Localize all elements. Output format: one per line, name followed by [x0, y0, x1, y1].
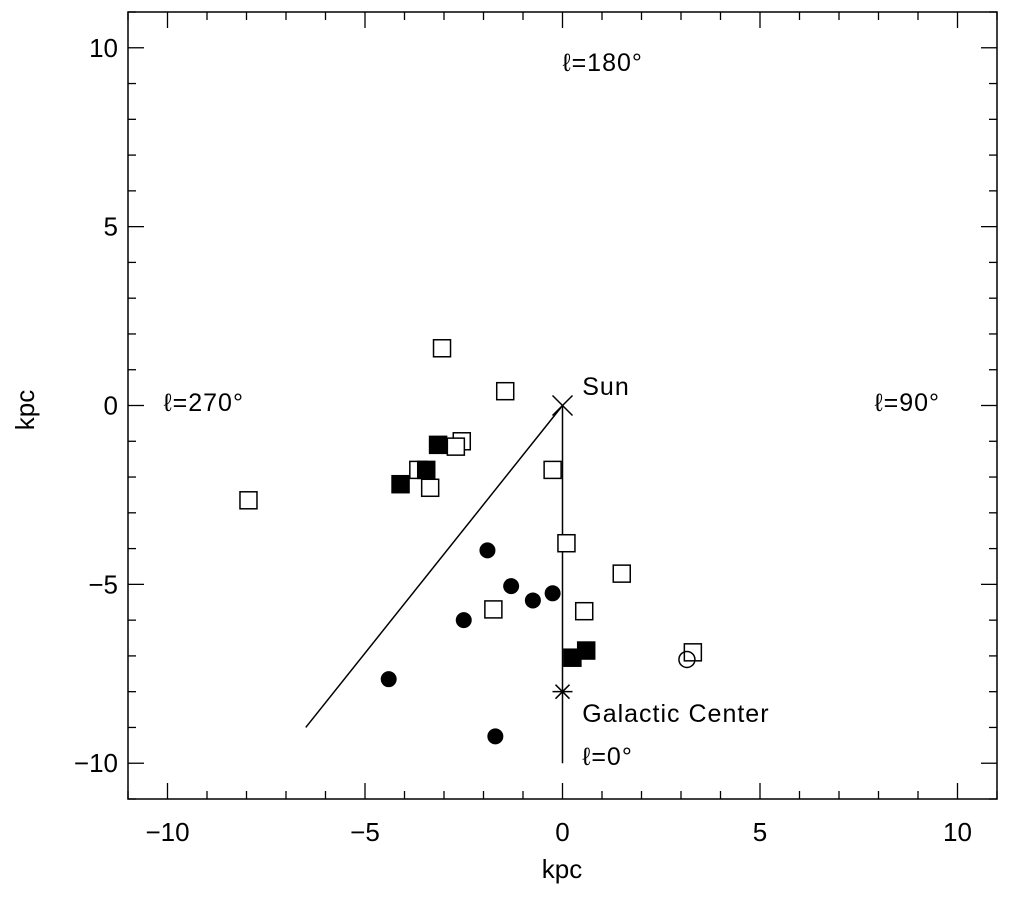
open-square-point — [484, 600, 503, 619]
filled-circle-point — [503, 578, 520, 595]
y-tick-label: −10 — [74, 748, 118, 778]
open-square-point — [495, 381, 515, 401]
open-square-point — [432, 339, 452, 358]
open-square-point — [446, 437, 466, 456]
filled-circle-point — [455, 612, 472, 629]
filled-circle-point — [479, 542, 496, 559]
y-tick-label: 0 — [104, 391, 118, 421]
tick-labels: −10 −5 0 5 10 −10 −5 0 5 10 — [74, 33, 972, 847]
reference-lines — [305, 405, 564, 764]
gc-marker-stroke — [554, 684, 571, 700]
open-square-point — [683, 643, 703, 662]
filled-circle-point — [544, 585, 561, 602]
open-square-point — [543, 460, 562, 480]
x-tick-label: 10 — [943, 817, 972, 847]
sun-marker — [551, 394, 574, 417]
annotation-label: Sun — [582, 373, 629, 401]
galactic-center-marker — [552, 684, 573, 700]
axis-ticks — [127, 11, 998, 800]
open-square-point — [557, 533, 576, 553]
y-axis-label: kpc — [10, 390, 40, 430]
annotation-label: Galactic Center — [582, 700, 769, 728]
open-square-point — [420, 478, 440, 498]
x-tick-label: −10 — [145, 817, 189, 847]
open-square-point — [574, 601, 594, 621]
annotation-label: ℓ=90° — [875, 389, 941, 417]
sun-marker-stroke — [551, 394, 574, 417]
x-axis-label: kpc — [542, 854, 582, 884]
filled-square-point — [428, 435, 448, 455]
open-circle-point — [678, 650, 696, 669]
annotation-label: ℓ=0° — [582, 743, 633, 771]
open-square-point — [239, 491, 258, 510]
x-tick-label: 0 — [555, 817, 569, 847]
x-tick-label: −5 — [350, 817, 380, 847]
filled-circle-point — [487, 728, 504, 745]
reference-line — [305, 405, 564, 728]
x-tick-label: 5 — [753, 817, 767, 847]
y-tick-label: −5 — [88, 569, 118, 599]
annotation-label: ℓ=180° — [563, 49, 643, 77]
filled-square-point — [576, 641, 596, 660]
annotation-label: ℓ=270° — [164, 389, 244, 417]
filled-circle-point — [524, 592, 541, 609]
data-points — [239, 339, 703, 745]
y-tick-label: 10 — [89, 33, 118, 63]
filled-square-point — [416, 460, 436, 480]
y-tick-label: 5 — [104, 212, 118, 242]
filled-circle-point — [380, 671, 397, 688]
filled-square-point — [391, 474, 410, 494]
annotations: ℓ=180° ℓ=270° ℓ=90° Sun Galactic Center ℓ=0° — [164, 49, 941, 771]
open-square-point — [612, 564, 631, 583]
